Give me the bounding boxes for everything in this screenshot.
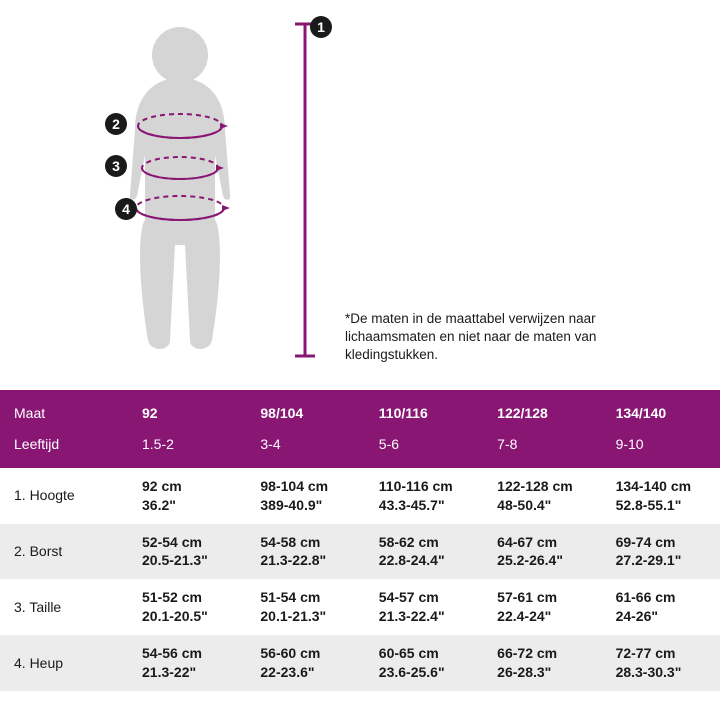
measurement-cell: 54-57 cm21.3-22.4" [365, 579, 483, 635]
header-row-sizes: Maat 92 98/104 110/116 122/128 134/140 [0, 390, 720, 429]
row-label: 2. Borst [0, 524, 128, 580]
child-silhouette [80, 20, 280, 360]
table-row: 2. Borst52-54 cm20.5-21.3"54-58 cm21.3-2… [0, 524, 720, 580]
size-col-4: 134/140 [602, 390, 720, 429]
row-label: 3. Taille [0, 579, 128, 635]
measurement-cell: 69-74 cm27.2-29.1" [602, 524, 720, 580]
size-col-3: 122/128 [483, 390, 601, 429]
footnote-text: *De maten in de maattabel verwijzen naar… [345, 310, 685, 365]
badge-4: 4 [115, 198, 137, 220]
age-col-0: 1.5-2 [128, 429, 246, 468]
measurement-cell: 60-65 cm23.6-25.6" [365, 635, 483, 691]
measurement-cell: 58-62 cm22.8-24.4" [365, 524, 483, 580]
table-row: 3. Taille51-52 cm20.1-20.5"51-54 cm20.1-… [0, 579, 720, 635]
row-label: 1. Hoogte [0, 468, 128, 524]
size-table-body: 1. Hoogte92 cm36.2"98-104 cm389-40.9"110… [0, 468, 720, 691]
measurement-cell: 134-140 cm52.8-55.1" [602, 468, 720, 524]
table-row: 1. Hoogte92 cm36.2"98-104 cm389-40.9"110… [0, 468, 720, 524]
badge-2: 2 [105, 113, 127, 135]
age-label: Leeftijd [0, 429, 128, 468]
size-col-2: 110/116 [365, 390, 483, 429]
measurement-cell: 56-60 cm22-23.6" [246, 635, 364, 691]
size-col-0: 92 [128, 390, 246, 429]
age-col-1: 3-4 [246, 429, 364, 468]
measurement-cell: 61-66 cm24-26" [602, 579, 720, 635]
measurement-cell: 57-61 cm22.4-24" [483, 579, 601, 635]
age-col-2: 5-6 [365, 429, 483, 468]
badge-1: 1 [310, 16, 332, 38]
measurement-cell: 66-72 cm26-28.3" [483, 635, 601, 691]
measurement-cell: 54-56 cm21.3-22" [128, 635, 246, 691]
size-chart-table: Maat 92 98/104 110/116 122/128 134/140 L… [0, 390, 720, 691]
measurement-cell: 110-116 cm43.3-45.7" [365, 468, 483, 524]
measurement-cell: 122-128 cm48-50.4" [483, 468, 601, 524]
header-row-ages: Leeftijd 1.5-2 3-4 5-6 7-8 9-10 [0, 429, 720, 468]
measurement-cell: 52-54 cm20.5-21.3" [128, 524, 246, 580]
table-row: 4. Heup54-56 cm21.3-22"56-60 cm22-23.6"6… [0, 635, 720, 691]
measurement-cell: 51-54 cm20.1-21.3" [246, 579, 364, 635]
measurement-cell: 51-52 cm20.1-20.5" [128, 579, 246, 635]
badge-3: 3 [105, 155, 127, 177]
measurement-cell: 92 cm36.2" [128, 468, 246, 524]
measurement-cell: 64-67 cm25.2-26.4" [483, 524, 601, 580]
measurement-cell: 98-104 cm389-40.9" [246, 468, 364, 524]
size-label: Maat [0, 390, 128, 429]
height-indicator [295, 20, 315, 360]
size-col-1: 98/104 [246, 390, 364, 429]
row-label: 4. Heup [0, 635, 128, 691]
age-col-4: 9-10 [602, 429, 720, 468]
age-col-3: 7-8 [483, 429, 601, 468]
measurement-diagram: 1 2 3 4 *De maten in de maattabel verwij… [0, 0, 720, 390]
measurement-cell: 72-77 cm28.3-30.3" [602, 635, 720, 691]
measurement-cell: 54-58 cm21.3-22.8" [246, 524, 364, 580]
